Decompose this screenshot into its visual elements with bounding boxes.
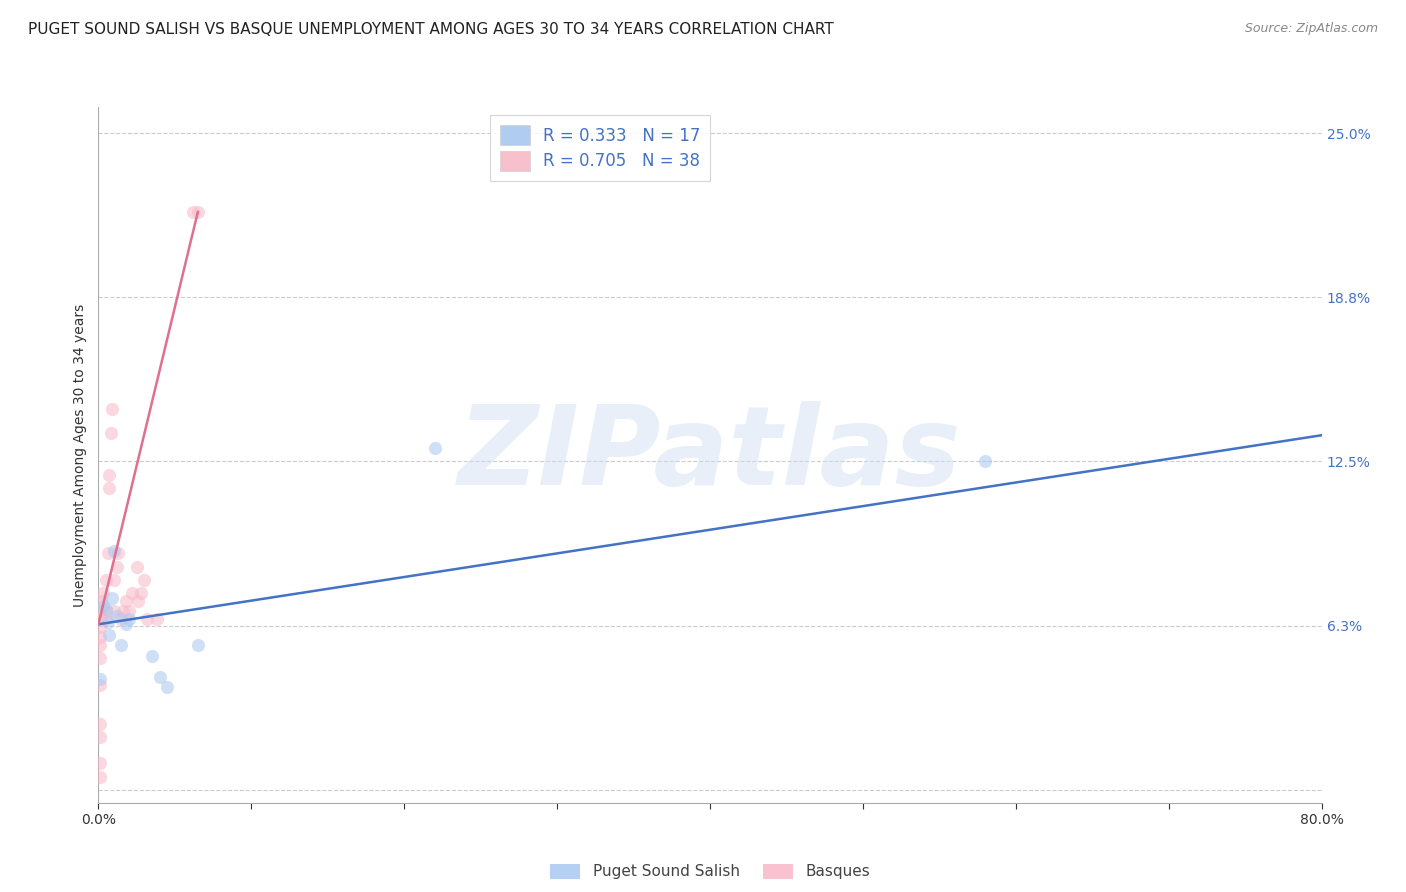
Text: Source: ZipAtlas.com: Source: ZipAtlas.com [1244, 22, 1378, 36]
Point [149, 670, 172, 684]
Point [89, 678, 111, 692]
Point [187, 205, 209, 219]
Point [107, 546, 129, 560]
Point [105, 609, 128, 624]
Point [98, 481, 121, 495]
Point [90, 593, 112, 607]
Point [89, 612, 111, 626]
Point [103, 604, 125, 618]
Point [136, 612, 159, 626]
Point [127, 593, 149, 607]
Point [89, 717, 111, 731]
Point [118, 604, 141, 618]
Point [101, 401, 124, 416]
Point [89, 730, 111, 744]
Point [91, 599, 114, 613]
Point [118, 612, 141, 626]
Legend: Puget Sound Salish, Basques: Puget Sound Salish, Basques [544, 857, 876, 886]
Point [89, 604, 111, 618]
Point [89, 620, 111, 634]
Point [94, 573, 117, 587]
Point [97, 546, 120, 560]
Point [181, 205, 204, 219]
Point [89, 638, 111, 652]
Point [89, 770, 111, 784]
Point [115, 617, 138, 632]
Point [98, 628, 121, 642]
Point [187, 638, 209, 652]
Point [423, 442, 446, 456]
Point [101, 591, 124, 605]
Point [98, 467, 121, 482]
Point [110, 638, 132, 652]
Point [129, 586, 152, 600]
Point [111, 604, 134, 618]
Point [141, 648, 163, 663]
Text: ZIPatlas: ZIPatlas [458, 401, 962, 508]
Point [121, 586, 143, 600]
Point [134, 573, 156, 587]
Point [110, 612, 132, 626]
Point [103, 543, 125, 558]
Point [94, 604, 117, 618]
Point [156, 680, 179, 694]
Point [93, 612, 115, 626]
Text: PUGET SOUND SALISH VS BASQUE UNEMPLOYMENT AMONG AGES 30 TO 34 YEARS CORRELATION : PUGET SOUND SALISH VS BASQUE UNEMPLOYMEN… [28, 22, 834, 37]
Point [89, 756, 111, 771]
Point [103, 573, 125, 587]
Point [91, 586, 114, 600]
Point [97, 615, 120, 629]
Point [115, 593, 138, 607]
Point [105, 559, 128, 574]
Point [145, 612, 167, 626]
Point [89, 631, 111, 645]
Point [100, 425, 122, 440]
Point [89, 651, 111, 665]
Y-axis label: Unemployment Among Ages 30 to 34 years: Unemployment Among Ages 30 to 34 years [73, 303, 87, 607]
Point [94, 601, 117, 615]
Point [125, 559, 148, 574]
Point [89, 673, 111, 687]
Point [974, 454, 997, 468]
